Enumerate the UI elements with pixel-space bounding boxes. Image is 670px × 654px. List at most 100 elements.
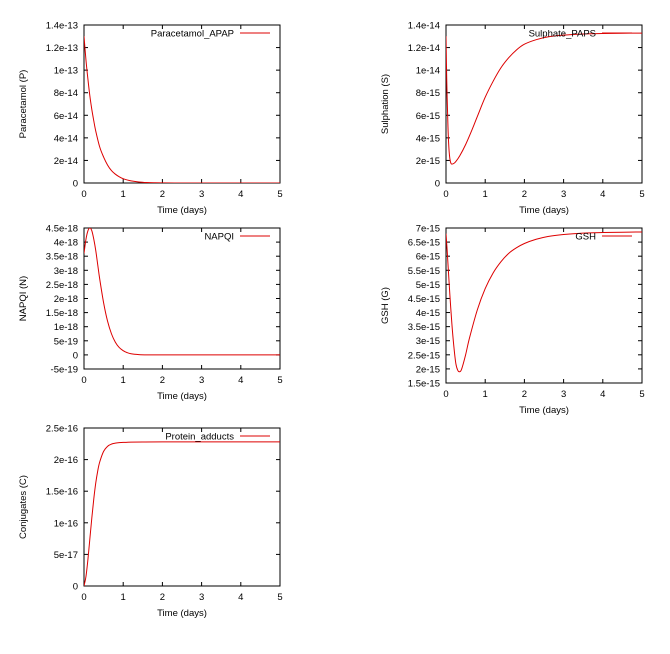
x-tick-label: 3 <box>561 389 566 400</box>
series-line <box>446 32 642 165</box>
x-tick-label: 4 <box>600 389 605 400</box>
y-tick-label: 6e-15 <box>416 111 440 122</box>
x-tick-label: 4 <box>238 375 243 386</box>
x-tick-label: 2 <box>522 389 527 400</box>
y-tick-label: 6e-14 <box>54 111 78 122</box>
series-line <box>446 231 642 373</box>
y-tick-label: 3e-15 <box>416 336 440 347</box>
y-tick-label: 0 <box>73 179 78 190</box>
series-line <box>84 36 280 183</box>
y-tick-label: 2e-15 <box>416 364 440 375</box>
y-tick-label: 0 <box>435 179 440 190</box>
x-tick-label: 0 <box>81 375 86 386</box>
y-tick-label: 4.5e-18 <box>46 224 78 235</box>
y-tick-label: 1.4e-13 <box>46 21 78 32</box>
y-tick-label: 0 <box>73 582 78 593</box>
y-tick-label: 5e-17 <box>54 550 78 561</box>
x-tick-label: 3 <box>199 375 204 386</box>
x-axis-label: Time (days) <box>519 405 569 416</box>
plot-frame <box>83 227 281 370</box>
y-tick-label: 2.5e-15 <box>408 350 440 361</box>
x-tick-label: 4 <box>600 189 605 200</box>
legend-label: Paracetamol_APAP <box>151 29 234 40</box>
x-tick-label: 5 <box>277 592 282 603</box>
y-tick-label: 2e-14 <box>54 156 78 167</box>
x-tick-label: 1 <box>121 592 126 603</box>
y-tick-label: 4e-18 <box>54 238 78 249</box>
x-tick-label: 4 <box>238 189 243 200</box>
y-axis-label: NAPQI (N) <box>18 276 29 321</box>
x-tick-label: 2 <box>160 592 165 603</box>
y-tick-label: 6e-15 <box>416 252 440 263</box>
y-tick-label: 8e-15 <box>416 88 440 99</box>
y-tick-label: 4.5e-15 <box>408 294 440 305</box>
chart-panel-2: 0 1 2 3 4 5 0 2e-15 4e-15 6e-15 8e-15 1e-14 1.2e-14 1… <box>380 21 645 217</box>
x-tick-label: 3 <box>199 189 204 200</box>
x-axis-label: Time (days) <box>157 608 207 619</box>
legend-label: NAPQI <box>204 232 234 243</box>
y-tick-label: 1e-13 <box>54 66 78 77</box>
x-tick-label: 2 <box>522 189 527 200</box>
y-axis-label: Paracetamol (P) <box>18 70 29 139</box>
y-tick-label: 1e-16 <box>54 518 78 529</box>
x-tick-label: 0 <box>81 189 86 200</box>
y-tick-label: 6.5e-15 <box>408 238 440 249</box>
x-tick-label: 1 <box>483 189 488 200</box>
y-tick-label: 1.5e-15 <box>408 379 440 390</box>
x-tick-label: 3 <box>199 592 204 603</box>
y-tick-label: 2e-18 <box>54 294 78 305</box>
y-tick-label: 1.5e-16 <box>46 487 78 498</box>
x-tick-label: 1 <box>121 375 126 386</box>
y-tick-label: 1.4e-14 <box>408 21 440 32</box>
legend-label: Sulphate_PAPS <box>529 29 596 40</box>
x-tick-label: 0 <box>81 592 86 603</box>
y-tick-label: 2e-15 <box>416 156 440 167</box>
y-axis-label: Sulphation (S) <box>380 74 391 134</box>
chart-panel-3: 0 1 2 3 4 5-5e-1905e-191e-181.5e-182e-182.5e-… <box>18 224 283 403</box>
series-line <box>84 228 280 356</box>
y-tick-label: 5e-15 <box>416 280 440 291</box>
x-tick-label: 0 <box>443 189 448 200</box>
plot-frame <box>445 24 643 184</box>
x-axis-label: Time (days) <box>157 391 207 402</box>
y-tick-label: 4e-14 <box>54 133 78 144</box>
y-tick-label: 8e-14 <box>54 88 78 99</box>
y-axis-label: Conjugates (C) <box>18 475 29 539</box>
plot-frame <box>83 24 281 184</box>
x-tick-label: 3 <box>561 189 566 200</box>
plot-frame <box>83 427 281 587</box>
y-tick-label: 2.5e-16 <box>46 424 78 435</box>
y-tick-label: 0 <box>73 350 78 361</box>
y-tick-label: 3.5e-18 <box>46 252 78 263</box>
x-tick-label: 1 <box>121 189 126 200</box>
y-tick-label: 3.5e-15 <box>408 322 440 333</box>
x-tick-label: 5 <box>277 375 282 386</box>
y-tick-label: 4e-15 <box>416 308 440 319</box>
legend-label: GSH <box>575 232 596 243</box>
y-tick-label: 3e-18 <box>54 266 78 277</box>
legend-label: Protein_adducts <box>165 432 234 443</box>
y-tick-label: 2e-16 <box>54 455 78 466</box>
x-tick-label: 4 <box>238 592 243 603</box>
y-axis-label: GSH (G) <box>380 287 391 324</box>
x-axis-label: Time (days) <box>519 205 569 216</box>
y-tick-label: -5e-19 <box>51 365 78 376</box>
x-tick-label: 0 <box>443 389 448 400</box>
chart-panel-1: 0 1 2 3 4 5 0 2e-14 4e-14 6e-14 8e-14 1e-13 1.2e-13 1… <box>18 21 283 217</box>
y-tick-label: 1e-14 <box>416 66 440 77</box>
y-tick-label: 1e-18 <box>54 322 78 333</box>
x-axis-label: Time (days) <box>157 205 207 216</box>
x-tick-label: 5 <box>639 389 644 400</box>
series-line <box>84 441 280 586</box>
x-tick-label: 5 <box>639 189 644 200</box>
y-tick-label: 5.5e-15 <box>408 266 440 277</box>
chart-panel-5: 0 1 2 3 4 5 0 5e-17 1e-16 1.5e-16 2e-16 2.5e-16 Time… <box>18 424 283 620</box>
y-tick-label: 1.5e-18 <box>46 308 78 319</box>
plot-frame <box>445 227 643 384</box>
y-tick-label: 1.2e-14 <box>408 43 440 54</box>
x-tick-label: 5 <box>277 189 282 200</box>
x-tick-label: 2 <box>160 375 165 386</box>
x-tick-label: 2 <box>160 189 165 200</box>
x-tick-label: 1 <box>483 389 488 400</box>
y-tick-label: 1.2e-13 <box>46 43 78 54</box>
